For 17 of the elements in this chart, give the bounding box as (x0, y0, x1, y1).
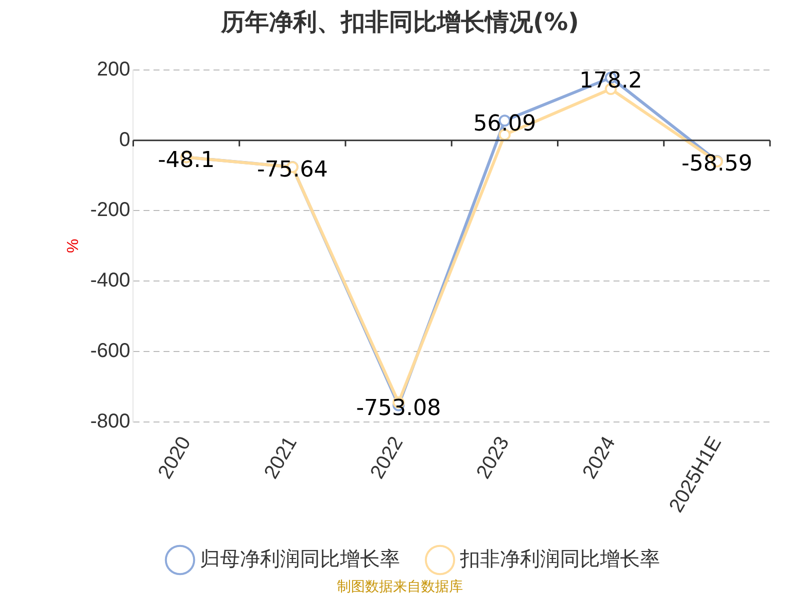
y-axis-title: % (65, 238, 82, 254)
data-label: -753.08 (356, 396, 442, 421)
data-label: -75.64 (256, 158, 328, 183)
y-tick-label: -600 (90, 340, 130, 362)
y-tick-label: 200 (96, 58, 130, 81)
y-tick-label: -400 (90, 270, 130, 292)
y-tick-label: -200 (90, 199, 130, 222)
legend-label: 归母净利润同比增长率 (200, 548, 400, 571)
text: 制图数据来自数据库 (336, 578, 464, 596)
y-tick-label: 0 (119, 128, 130, 151)
data-label: -58.59 (681, 152, 752, 177)
data-label: -48.1 (158, 148, 215, 173)
y-tick-label: -800 (90, 410, 130, 432)
legend-label: 扣非净利润同比增长率 (459, 548, 660, 571)
data-label: 56.09 (473, 111, 536, 136)
chart-title: 历年净利、扣非同比增长情况(%) (220, 7, 580, 38)
data-label: 178.2 (579, 68, 642, 94)
